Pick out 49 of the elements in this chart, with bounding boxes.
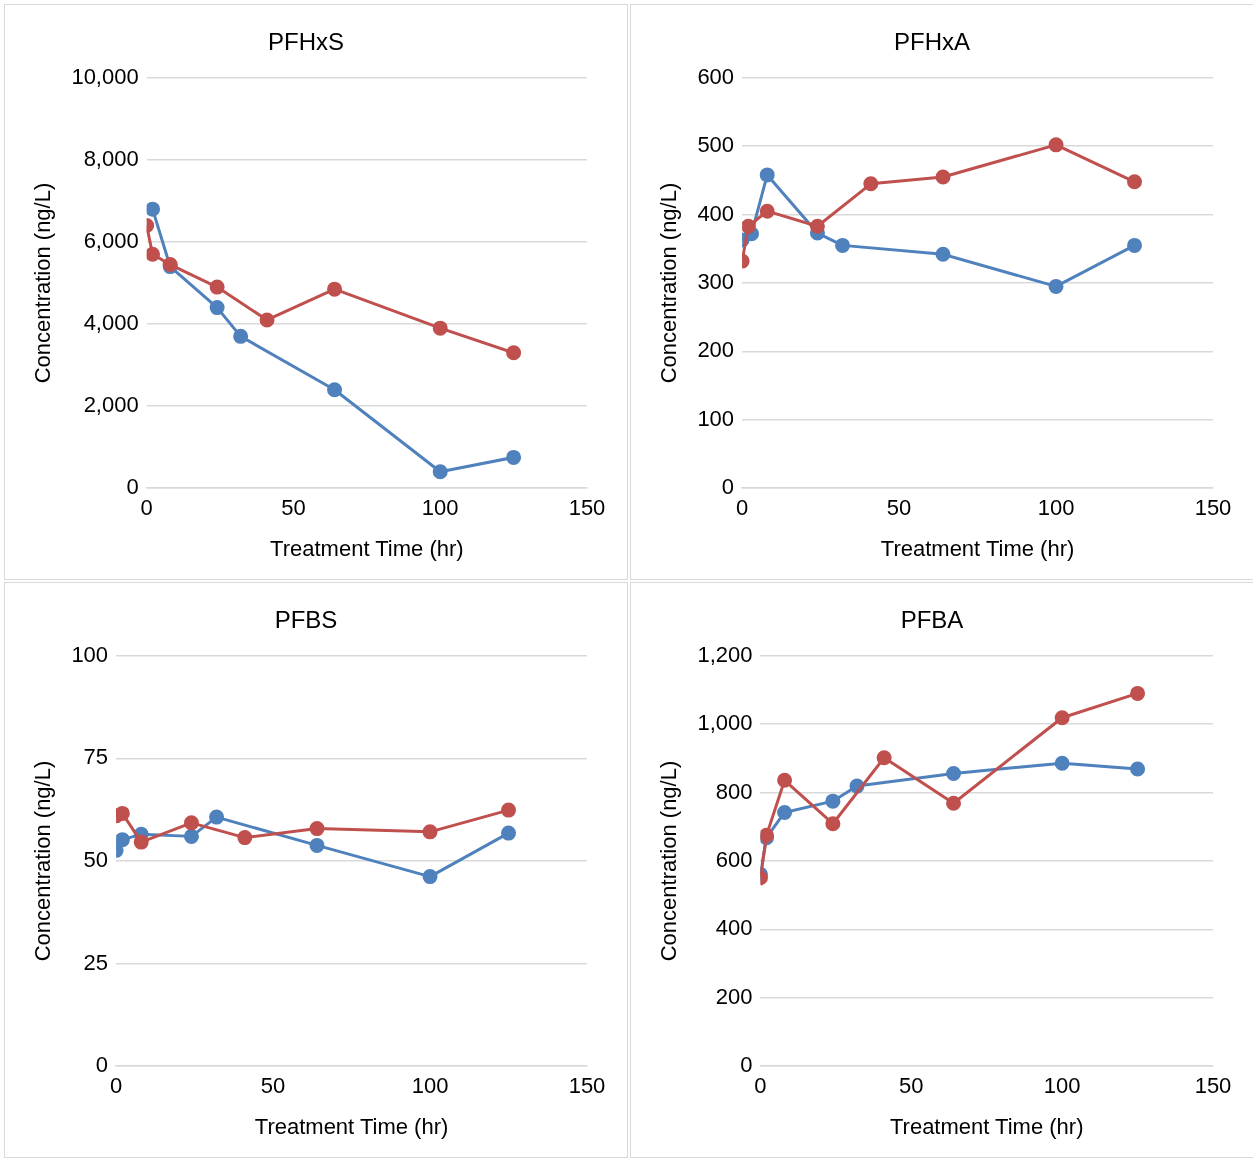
y-tick-label: 0 [721, 474, 735, 500]
x-tick-label: 150 [1194, 1073, 1232, 1099]
y-tick-label: 10,000 [71, 63, 139, 89]
y-axis-title: Concentration (ng/L) [656, 760, 682, 962]
y-tick-label: 100 [71, 641, 109, 667]
y-tick-label: 600 [697, 63, 735, 89]
x-tick-label: 100 [1043, 1073, 1081, 1099]
x-axis-title: Treatment Time (hr) [889, 1113, 1084, 1139]
x-tick-label: 100 [411, 1073, 449, 1099]
x-axis-title: Treatment Time (hr) [270, 535, 464, 561]
x-tick-label: 150 [568, 495, 606, 521]
y-tick-label: 75 [83, 744, 109, 770]
y-axis-title: Concentration (ng/L) [30, 182, 56, 384]
y-tick-label: 8,000 [83, 145, 139, 171]
y-tick-label: 2,000 [83, 392, 139, 418]
y-tick-label: 400 [697, 200, 735, 226]
y-axis-title: Concentration (ng/L) [656, 182, 682, 384]
y-tick-label: 0 [126, 474, 139, 500]
y-tick-label: 100 [697, 405, 735, 431]
y-tick-label: 4,000 [83, 310, 139, 336]
x-axis-title: Treatment Time (hr) [254, 1113, 449, 1139]
y-tick-label: 6,000 [83, 228, 139, 254]
y-tick-label: 300 [697, 269, 735, 295]
y-tick-label: 0 [95, 1052, 109, 1078]
y-tick-label: 50 [83, 847, 109, 873]
chart-title: PFHxA [893, 28, 971, 56]
y-tick-label: 500 [697, 132, 735, 158]
x-tick-label: 50 [886, 495, 912, 521]
y-tick-label: 600 [715, 847, 753, 873]
x-tick-label: 50 [260, 1073, 286, 1099]
chart-title: PFHxS [267, 28, 345, 56]
x-tick-label: 50 [281, 495, 306, 521]
x-tick-label: 100 [1037, 495, 1075, 521]
chart-title: PFBA [900, 606, 964, 634]
x-axis-title: Treatment Time (hr) [880, 535, 1075, 561]
y-tick-label: 0 [740, 1052, 753, 1078]
x-tick-label: 50 [899, 1073, 924, 1099]
y-tick-label: 400 [715, 915, 753, 941]
x-tick-label: 100 [421, 495, 459, 521]
y-tick-label: 1,000 [697, 710, 753, 736]
x-tick-label: 150 [568, 1073, 606, 1099]
chart-title: PFBS [274, 606, 338, 634]
y-tick-label: 200 [697, 337, 735, 363]
y-tick-label: 200 [715, 983, 753, 1009]
y-tick-label: 800 [715, 778, 753, 804]
y-axis-title: Concentration (ng/L) [30, 760, 56, 962]
x-tick-label: 150 [1194, 495, 1232, 521]
y-tick-label: 25 [83, 949, 109, 975]
y-tick-label: 1,200 [697, 641, 753, 667]
